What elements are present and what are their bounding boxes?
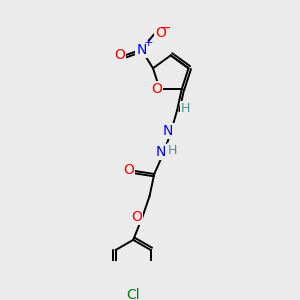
Text: H: H — [181, 102, 190, 115]
Text: O: O — [123, 164, 134, 177]
Text: O: O — [151, 82, 162, 96]
Text: O: O — [131, 210, 142, 224]
Text: +: + — [144, 38, 153, 48]
Text: H: H — [168, 144, 177, 157]
Text: −: − — [160, 20, 172, 34]
Text: O: O — [155, 26, 166, 40]
Text: N: N — [136, 43, 146, 57]
Text: N: N — [156, 145, 166, 159]
Text: O: O — [114, 48, 125, 62]
Text: Cl: Cl — [126, 288, 140, 300]
Text: N: N — [163, 124, 173, 138]
